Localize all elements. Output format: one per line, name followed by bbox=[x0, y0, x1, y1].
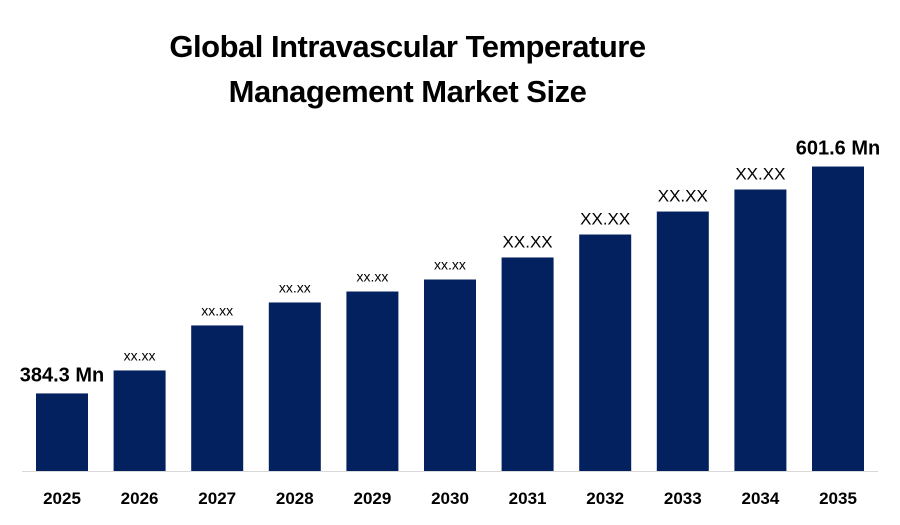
chart-title-line-2: Management Market Size bbox=[228, 74, 587, 109]
bar-2026 bbox=[113, 370, 166, 471]
data-label-2032: XX.XX bbox=[580, 210, 630, 229]
chart-title: Global Intravascular Temperature Managem… bbox=[100, 24, 715, 114]
x-tick-label-2028: 2028 bbox=[276, 489, 314, 508]
bar-2027 bbox=[191, 325, 244, 471]
bar-2030 bbox=[424, 279, 476, 471]
x-tick-label-2027: 2027 bbox=[198, 489, 236, 508]
data-label-2034: XX.XX bbox=[735, 165, 785, 184]
data-label-2030: xx.xx bbox=[434, 257, 466, 273]
x-tick-label-2034: 2034 bbox=[741, 489, 779, 508]
x-tick-label-2029: 2029 bbox=[353, 489, 391, 508]
x-tick-label-2032: 2032 bbox=[586, 489, 624, 508]
bar-2031 bbox=[501, 257, 554, 471]
data-label-2027: xx.xx bbox=[201, 302, 233, 318]
bar-2025 bbox=[36, 393, 88, 471]
bar-2033 bbox=[656, 211, 709, 472]
bar-2029 bbox=[346, 291, 399, 471]
data-label-2035: 601.6 Mn bbox=[796, 138, 880, 160]
data-label-2033: XX.XX bbox=[658, 187, 708, 206]
x-tick-label-2035: 2035 bbox=[819, 489, 857, 508]
x-tick-label-2031: 2031 bbox=[509, 489, 547, 508]
bar-2035 bbox=[812, 166, 864, 472]
data-label-2029: xx.xx bbox=[356, 269, 388, 285]
bar-2034 bbox=[734, 189, 787, 471]
data-label-2025: 384.3 Mn bbox=[20, 364, 104, 386]
bar-2028 bbox=[268, 302, 321, 471]
data-label-2026: xx.xx bbox=[124, 347, 156, 363]
x-tick-label-2026: 2026 bbox=[121, 489, 159, 508]
chart-title-line-1: Global Intravascular Temperature bbox=[169, 29, 646, 64]
x-tick-label-2025: 2025 bbox=[43, 489, 81, 508]
bar-2032 bbox=[579, 234, 632, 471]
data-label-2028: xx.xx bbox=[279, 279, 311, 295]
data-label-2031: XX.XX bbox=[503, 232, 553, 251]
x-tick-label-2033: 2033 bbox=[664, 489, 702, 508]
x-tick-label-2030: 2030 bbox=[431, 489, 469, 508]
